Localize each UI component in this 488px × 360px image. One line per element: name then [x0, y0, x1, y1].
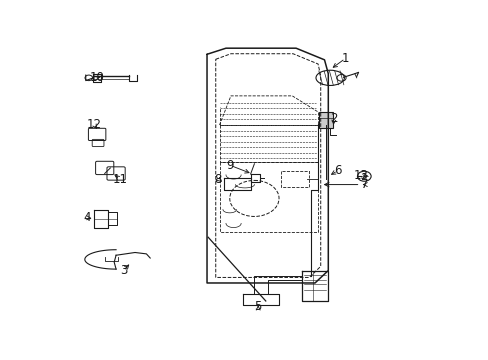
Text: 3: 3: [120, 264, 127, 277]
Text: 12: 12: [87, 118, 102, 131]
Text: 2: 2: [329, 112, 337, 125]
Text: 13: 13: [353, 169, 368, 182]
Text: 9: 9: [225, 159, 233, 172]
Text: 10: 10: [89, 71, 104, 84]
Text: 11: 11: [112, 172, 127, 185]
Text: 8: 8: [214, 172, 222, 185]
Text: 7: 7: [360, 178, 367, 191]
Text: 6: 6: [333, 164, 341, 177]
Text: 4: 4: [83, 211, 90, 224]
Bar: [318, 112, 332, 128]
Text: 5: 5: [254, 300, 262, 313]
Text: 1: 1: [341, 52, 348, 65]
